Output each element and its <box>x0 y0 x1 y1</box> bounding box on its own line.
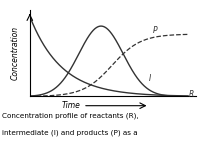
Text: Concentration: Concentration <box>10 26 19 80</box>
Text: Time: Time <box>62 101 81 110</box>
Text: I: I <box>148 74 151 83</box>
Text: Concentration profile of reactants (R),: Concentration profile of reactants (R), <box>2 112 139 119</box>
Text: P: P <box>153 26 158 35</box>
Text: R: R <box>189 90 194 99</box>
Text: intermediate (I) and products (P) as a: intermediate (I) and products (P) as a <box>2 130 138 136</box>
